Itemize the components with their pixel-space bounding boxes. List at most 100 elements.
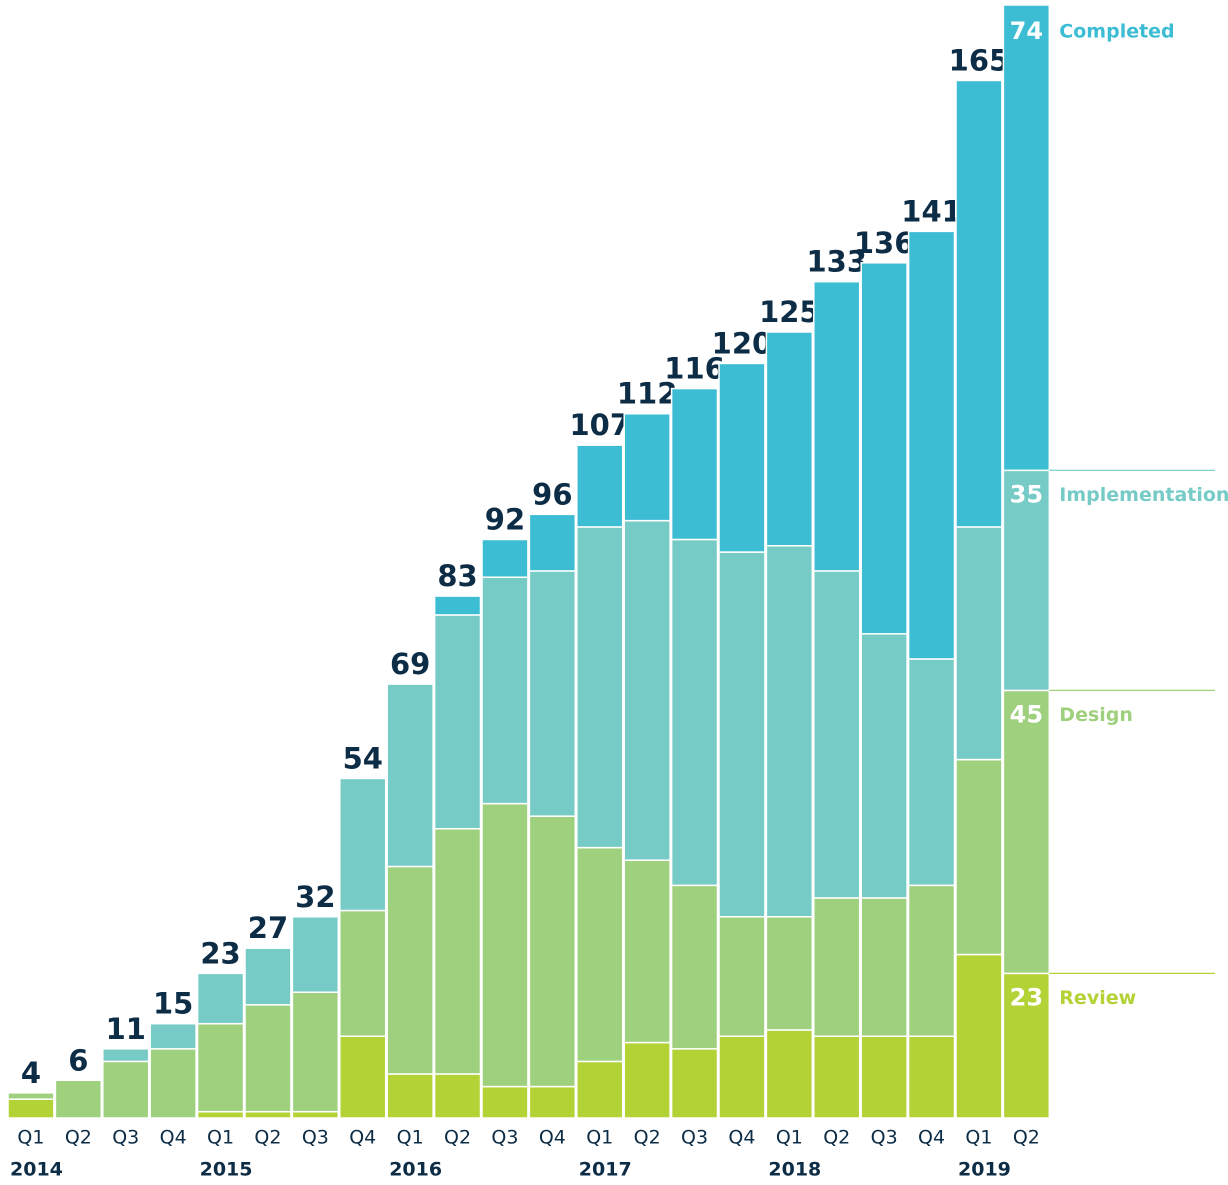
bar-segment bbox=[670, 1048, 719, 1119]
bar-segment bbox=[433, 595, 482, 616]
x-tick-label: Q2 bbox=[1013, 1127, 1040, 1149]
total-label: 125 bbox=[759, 295, 820, 329]
bar-segment bbox=[196, 1022, 245, 1113]
total-label: 32 bbox=[295, 880, 335, 914]
bar-segment bbox=[102, 1048, 150, 1063]
bar-segment bbox=[623, 412, 671, 522]
total-label: 141 bbox=[901, 194, 962, 228]
total-label: 15 bbox=[153, 987, 193, 1021]
bar-segment bbox=[386, 865, 434, 1075]
bar-segment bbox=[765, 545, 814, 918]
bar-segment bbox=[339, 777, 387, 912]
bar-segment bbox=[670, 387, 719, 541]
bar-segment bbox=[386, 1073, 434, 1119]
x-tick-label: Q1 bbox=[965, 1127, 992, 1149]
bar-segment bbox=[291, 1110, 340, 1119]
total-label: 54 bbox=[343, 741, 383, 775]
bar-segment bbox=[339, 909, 387, 1038]
bar-segment bbox=[813, 570, 861, 899]
bar-segment bbox=[718, 362, 766, 553]
bar-segment bbox=[718, 916, 766, 1038]
x-tick-label: Q1 bbox=[17, 1127, 44, 1149]
bar-segment bbox=[196, 972, 245, 1025]
bar-segment bbox=[670, 538, 719, 887]
year-label: 2017 bbox=[579, 1159, 632, 1181]
x-tick-label: Q1 bbox=[207, 1127, 234, 1149]
x-tick-label: Q2 bbox=[254, 1127, 281, 1149]
bar-segment bbox=[1002, 469, 1051, 692]
bar-segment bbox=[386, 683, 434, 868]
segment-label: 35 bbox=[1010, 480, 1043, 508]
bar-segment bbox=[955, 79, 1003, 528]
total-label: 112 bbox=[617, 377, 678, 411]
bar-segment bbox=[102, 1060, 150, 1119]
x-tick-label: Q2 bbox=[634, 1127, 661, 1149]
total-label: 11 bbox=[106, 1012, 146, 1046]
bar-segment bbox=[765, 331, 814, 547]
bar-segment bbox=[528, 513, 577, 572]
total-label: 133 bbox=[806, 245, 867, 279]
bar-segment bbox=[955, 526, 1003, 761]
bar-segment bbox=[433, 614, 482, 830]
segment-label: 74 bbox=[1010, 17, 1043, 45]
x-tick-label: Q4 bbox=[349, 1127, 376, 1149]
bar-segment bbox=[907, 658, 956, 887]
bar-segment bbox=[481, 802, 529, 1088]
year-label: 2019 bbox=[958, 1159, 1011, 1181]
total-label: 120 bbox=[712, 326, 773, 360]
x-tick-label: Q3 bbox=[681, 1127, 708, 1149]
bar-segment bbox=[481, 538, 529, 578]
bar-segment bbox=[528, 815, 577, 1088]
segment-label: 23 bbox=[1010, 983, 1043, 1011]
bar-segment bbox=[481, 576, 529, 805]
bar-segment bbox=[623, 519, 671, 861]
total-label: 6 bbox=[68, 1043, 88, 1077]
bar-segment bbox=[291, 991, 340, 1113]
x-tick-label: Q3 bbox=[491, 1127, 518, 1149]
bar-segment bbox=[907, 884, 956, 1038]
bar-segment bbox=[623, 859, 671, 1044]
year-label: 2014 bbox=[10, 1159, 63, 1181]
legend-label: Implementation bbox=[1059, 484, 1228, 506]
bar-segment bbox=[718, 1035, 766, 1119]
bar-segment bbox=[813, 897, 861, 1038]
bar-segment bbox=[244, 947, 292, 1006]
total-label: 27 bbox=[248, 911, 288, 945]
bar-segment bbox=[1002, 689, 1051, 975]
x-tick-label: Q2 bbox=[823, 1127, 850, 1149]
bar-segment bbox=[955, 953, 1003, 1119]
x-tick-label: Q4 bbox=[539, 1127, 566, 1149]
bar-segment bbox=[576, 846, 624, 1063]
bar-segment bbox=[907, 230, 956, 660]
bar-segment bbox=[718, 551, 766, 918]
bar-segment bbox=[54, 1079, 103, 1119]
bar-segment bbox=[528, 570, 577, 817]
bar-segment bbox=[339, 1035, 387, 1119]
bar-segment bbox=[433, 1073, 482, 1119]
x-tick-label: Q1 bbox=[397, 1127, 424, 1149]
total-label: 69 bbox=[390, 647, 430, 681]
x-tick-label: Q2 bbox=[444, 1127, 471, 1149]
bar-segment bbox=[813, 1035, 861, 1119]
x-tick-label: Q2 bbox=[65, 1127, 92, 1149]
legend-label: Review bbox=[1059, 987, 1136, 1009]
bar-segment bbox=[244, 1110, 292, 1119]
bar-segment bbox=[1002, 972, 1051, 1119]
total-label: 136 bbox=[854, 226, 915, 260]
bar-segment bbox=[860, 897, 908, 1038]
year-label: 2016 bbox=[389, 1159, 442, 1181]
legend-label: Design bbox=[1059, 704, 1133, 726]
bar-segment bbox=[149, 1022, 197, 1050]
x-tick-label: Q3 bbox=[302, 1127, 329, 1149]
bar-segment bbox=[7, 1098, 55, 1119]
bar-segment bbox=[481, 1085, 529, 1119]
bar-segment bbox=[576, 526, 624, 849]
x-tick-label: Q1 bbox=[776, 1127, 803, 1149]
total-label: 165 bbox=[949, 43, 1010, 77]
x-tick-label: Q4 bbox=[160, 1127, 187, 1149]
x-tick-label: Q4 bbox=[918, 1127, 945, 1149]
x-tick-label: Q4 bbox=[728, 1127, 755, 1149]
total-label: 92 bbox=[485, 502, 525, 536]
segment-label: 45 bbox=[1010, 700, 1043, 728]
